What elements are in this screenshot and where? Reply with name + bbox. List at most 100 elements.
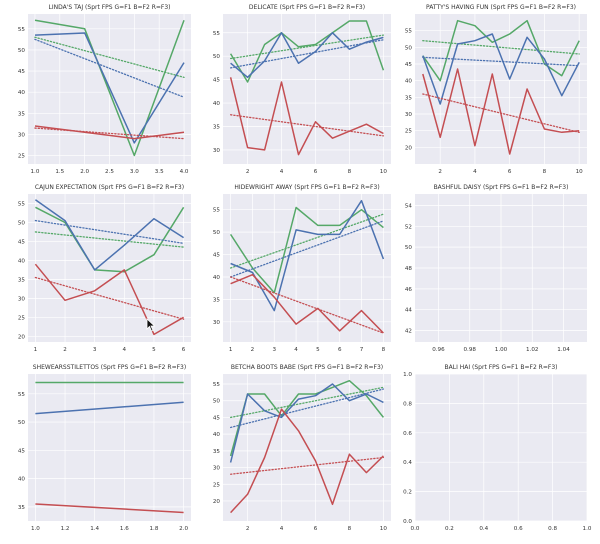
x-tick-label: 2	[246, 526, 250, 532]
red-series-line	[229, 77, 384, 156]
red-series-line	[34, 125, 185, 140]
plot-area	[28, 374, 191, 521]
y-tick-label: 35	[213, 297, 221, 303]
y-tick-label: 50	[405, 45, 413, 51]
red-trend-line	[34, 276, 185, 320]
y-tick-label: 55	[18, 27, 26, 33]
x-tick-label: 6	[314, 526, 318, 532]
x-tick-label: 5	[152, 347, 156, 353]
plot-area	[415, 374, 587, 521]
subplot-title: HIDEWRIGHT AWAY (Sprt FPS G=F1 B=F2 R=F3…	[234, 184, 379, 191]
subplot-3: 20 25 30 35 40 45 50 55 2 4 6 8 10 PATTY'S HAVING FUN…	[405, 4, 587, 175]
x-tick-label: 0.2	[445, 526, 454, 532]
green-trend-line	[229, 34, 385, 60]
subplot-title: CAJUN EXPECTATION (Sprt FPS G=F1 B=F2 R=…	[35, 184, 184, 191]
x-tick-label: 8	[543, 169, 547, 175]
x-tick-label: 8	[348, 526, 352, 532]
y-tick-label: 55	[18, 201, 26, 207]
x-tick-label: 0.0	[411, 526, 420, 532]
red-series-line	[422, 68, 580, 155]
green-series-line	[229, 379, 384, 457]
green-trend-line	[34, 231, 185, 248]
x-tick-label: 4.0	[180, 169, 189, 175]
y-tick-label: 52	[405, 224, 412, 230]
green-trend-line	[229, 386, 385, 419]
x-tick-label: 5	[316, 347, 320, 353]
y-tick-label: 50	[18, 48, 26, 54]
red-series-line	[35, 503, 184, 514]
x-tick-label: 10	[380, 169, 388, 175]
y-tick-label: 35	[213, 125, 221, 131]
y-tick-label: 0.4	[403, 460, 412, 466]
x-tick-label: 2.0	[80, 169, 89, 175]
y-tick-label: 30	[18, 132, 26, 138]
x-tick-label: 6	[314, 169, 318, 175]
y-tick-label: 40	[18, 477, 26, 483]
y-tick-label: 0.2	[403, 490, 412, 496]
x-tick-label: 0.96	[432, 347, 445, 353]
y-tick-label: 40	[18, 90, 26, 96]
green-series-line	[35, 206, 185, 273]
subplot-1: 25 30 35 40 45 50 55 1.0 1.5 2.0 2.5 3.0 3.5 4.0 LINDA…	[18, 4, 191, 175]
red-series-line	[34, 263, 184, 336]
green-series-line	[229, 206, 384, 294]
blue-trend-line	[34, 219, 185, 244]
x-tick-label: 2.0	[179, 526, 188, 532]
x-tick-label: 0.98	[463, 347, 476, 353]
x-tick-label: 6	[338, 347, 342, 353]
y-tick-label: 45	[18, 69, 26, 75]
subplot-8: 20 25 30 35 40 45 50 55 2 4 6 8 10 BETCHA BOOTS BABE …	[213, 364, 391, 532]
x-tick-label: 3.5	[155, 169, 164, 175]
y-tick-label: 20	[213, 499, 221, 505]
y-tick-label: 25	[405, 129, 413, 135]
green-series-line	[34, 19, 185, 157]
subplot-title: PATTY'S HAVING FUN (Sprt FPS G=F1 B=F2 R…	[426, 4, 576, 11]
x-tick-label: 1.2	[61, 526, 70, 532]
y-tick-label: 35	[405, 95, 413, 101]
y-tick-label: 45	[213, 78, 221, 84]
x-tick-label: 2	[246, 169, 250, 175]
x-tick-label: 0.6	[514, 526, 523, 532]
blue-trend-line	[229, 388, 385, 429]
red-trend-line	[229, 114, 385, 137]
subplot-9: 0.0 0.2 0.4 0.6 0.8 1.0 0.0 0.2 0.4 0.6 0.8 1.0 BALI…	[403, 364, 592, 532]
subplot-7: 35 40 45 50 55 1.0 1.2 1.4 1.6 1.8 2.0 SHEWEARSSTIL…	[18, 364, 191, 532]
y-tick-label: 40	[18, 258, 26, 264]
plot-area	[223, 14, 391, 164]
blue-series-line	[34, 199, 185, 271]
y-tick-label: 55	[405, 29, 413, 35]
y-tick-label: 50	[18, 420, 26, 426]
y-tick-label: 55	[18, 392, 26, 398]
x-tick-label: 6	[182, 347, 186, 353]
subplot-title: DELICATE (Sprt FPS G=F1 B=F2 R=F3)	[249, 4, 365, 11]
subplot-6: 42 44 46 48 50 52 54 0.96 0.98 1.00 1.02 1.04 BASHFU…	[405, 184, 587, 353]
x-tick-label: 1.8	[150, 526, 159, 532]
y-tick-label: 55	[213, 31, 221, 37]
y-tick-label: 50	[18, 220, 26, 226]
y-tick-label: 54	[405, 203, 413, 209]
x-tick-label: 10	[576, 169, 584, 175]
y-tick-label: 30	[18, 296, 26, 302]
y-tick-label: 45	[213, 253, 221, 259]
y-tick-label: 0.0	[403, 519, 412, 525]
y-tick-label: 45	[213, 415, 221, 421]
y-tick-label: 30	[213, 148, 221, 154]
blue-trend-line	[229, 220, 385, 278]
x-tick-label: 6	[508, 169, 512, 175]
red-series-line	[230, 273, 384, 334]
x-tick-label: 1.6	[120, 526, 129, 532]
y-tick-label: 40	[213, 101, 221, 107]
y-tick-label: 30	[405, 112, 413, 118]
x-tick-label: 1.4	[90, 526, 99, 532]
x-tick-label: 1.0	[583, 526, 592, 532]
y-tick-label: 35	[18, 277, 26, 283]
x-tick-label: 1.0	[31, 169, 40, 175]
y-tick-label: 55	[213, 208, 221, 214]
y-tick-label: 55	[213, 382, 221, 388]
plot-area	[415, 14, 587, 164]
x-tick-label: 3	[272, 347, 276, 353]
y-tick-label: 35	[18, 505, 26, 511]
